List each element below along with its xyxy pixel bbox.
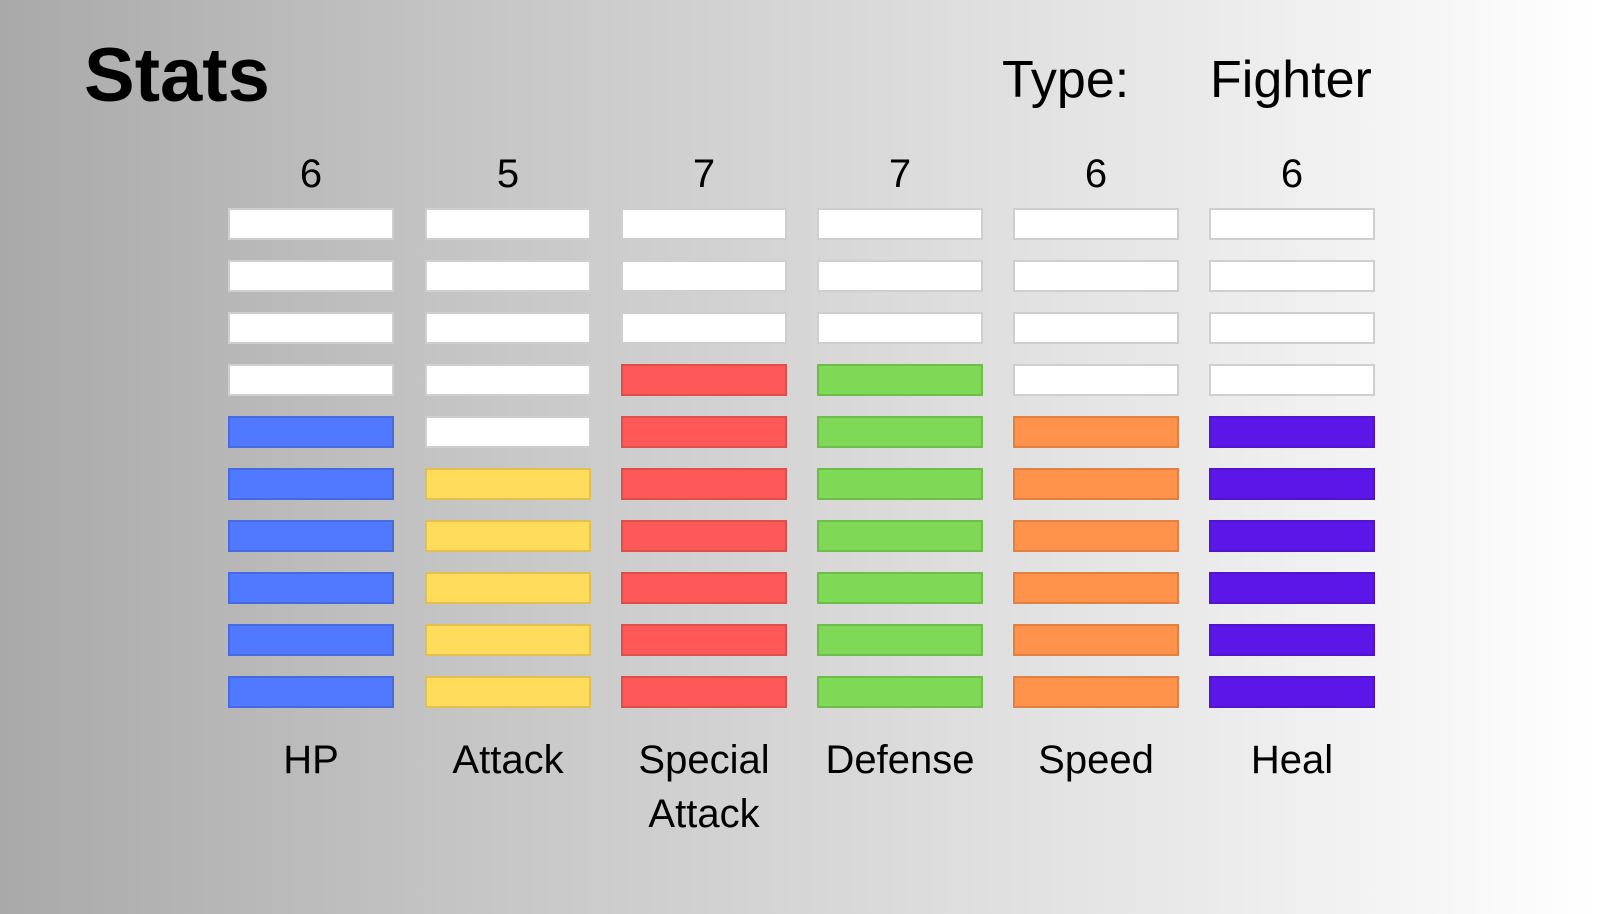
stat-bar-speed-2: [1013, 624, 1179, 656]
stat-bar-speed-6: [1013, 416, 1179, 448]
stat-name-defense: Defense: [825, 738, 975, 782]
stat-bar-attack-7: [425, 364, 591, 396]
stat-bar-speed-3: [1013, 572, 1179, 604]
stat-bar-heal-7: [1209, 364, 1375, 396]
stat-bar-defense-4: [817, 520, 983, 552]
stat-value-speed: 6: [1084, 152, 1108, 196]
stat-bar-heal-6: [1209, 416, 1375, 448]
stat-bar-attack-8: [425, 312, 591, 344]
stat-bar-speed-10: [1013, 208, 1179, 240]
stat-bar-hp-4: [228, 520, 394, 552]
stat-bar-hp-9: [228, 260, 394, 292]
stat-bar-attack-3: [425, 572, 591, 604]
stat-name-heal: Heal: [1250, 738, 1334, 782]
stat-bar-special-attack-10: [621, 208, 787, 240]
stat-bar-heal-4: [1209, 520, 1375, 552]
stat-bar-attack-1: [425, 676, 591, 708]
stat-bar-speed-5: [1013, 468, 1179, 500]
stat-bar-special-attack-1: [621, 676, 787, 708]
stat-column-defense: 7 Defense: [802, 150, 998, 787]
stat-bar-defense-5: [817, 468, 983, 500]
stat-bar-speed-8: [1013, 312, 1179, 344]
page-title: Stats: [84, 33, 270, 118]
stat-bar-defense-7: [817, 364, 983, 396]
stat-bar-special-attack-3: [621, 572, 787, 604]
stat-bar-defense-9: [817, 260, 983, 292]
stat-bar-hp-6: [228, 416, 394, 448]
stat-name-special-attack: Special Attack: [638, 738, 770, 836]
stat-column-heal: 6 Heal: [1194, 150, 1390, 787]
stat-bar-special-attack-5: [621, 468, 787, 500]
stat-bar-speed-4: [1013, 520, 1179, 552]
stat-bar-hp-7: [228, 364, 394, 396]
stat-bar-hp-8: [228, 312, 394, 344]
stat-bars-defense: [817, 208, 983, 708]
stat-bar-defense-8: [817, 312, 983, 344]
stat-bar-hp-10: [228, 208, 394, 240]
stat-bars-special-attack: [621, 208, 787, 708]
stat-bar-heal-8: [1209, 312, 1375, 344]
stat-bar-hp-5: [228, 468, 394, 500]
stat-value-attack: 5: [496, 152, 520, 196]
stat-bar-defense-6: [817, 416, 983, 448]
stat-value-special-attack: 7: [692, 152, 716, 196]
stat-bars-attack: [425, 208, 591, 708]
stat-bar-heal-10: [1209, 208, 1375, 240]
type-label: Type:: [1002, 51, 1130, 109]
stat-column-speed: 6 Speed: [998, 150, 1194, 787]
stat-bar-heal-2: [1209, 624, 1375, 656]
stat-bar-special-attack-8: [621, 312, 787, 344]
stat-bar-attack-10: [425, 208, 591, 240]
stat-bar-speed-9: [1013, 260, 1179, 292]
stat-column-special-attack: 7 Special Attack: [606, 150, 802, 841]
stat-bar-hp-1: [228, 676, 394, 708]
stat-bar-attack-6: [425, 416, 591, 448]
stat-name-speed: Speed: [1038, 738, 1154, 782]
stat-name-attack: Attack: [452, 738, 564, 782]
stat-column-hp: 6 HP: [213, 150, 409, 787]
stat-bar-heal-9: [1209, 260, 1375, 292]
stat-bar-heal-3: [1209, 572, 1375, 604]
stat-bar-heal-1: [1209, 676, 1375, 708]
stat-bars-heal: [1209, 208, 1375, 708]
stat-bar-special-attack-7: [621, 364, 787, 396]
stat-bar-attack-2: [425, 624, 591, 656]
stat-bar-special-attack-9: [621, 260, 787, 292]
stat-bar-special-attack-2: [621, 624, 787, 656]
stat-bar-attack-5: [425, 468, 591, 500]
stat-value-defense: 7: [888, 152, 912, 196]
stat-bar-attack-9: [425, 260, 591, 292]
stat-bar-special-attack-6: [621, 416, 787, 448]
stat-column-attack: 5 Attack: [410, 150, 606, 787]
stat-bar-hp-3: [228, 572, 394, 604]
stat-bar-speed-7: [1013, 364, 1179, 396]
stat-bar-heal-5: [1209, 468, 1375, 500]
stat-bars-speed: [1013, 208, 1179, 708]
stat-bar-defense-3: [817, 572, 983, 604]
type-value: Fighter: [1210, 51, 1372, 109]
stat-bar-attack-4: [425, 520, 591, 552]
stat-bar-hp-2: [228, 624, 394, 656]
stat-value-heal: 6: [1280, 152, 1304, 196]
stat-bar-special-attack-4: [621, 520, 787, 552]
stat-name-hp: HP: [283, 738, 339, 782]
stat-bar-defense-1: [817, 676, 983, 708]
stat-bar-defense-10: [817, 208, 983, 240]
stat-bar-speed-1: [1013, 676, 1179, 708]
stat-bar-defense-2: [817, 624, 983, 656]
stat-value-hp: 6: [299, 152, 323, 196]
stat-bars-hp: [228, 208, 394, 708]
